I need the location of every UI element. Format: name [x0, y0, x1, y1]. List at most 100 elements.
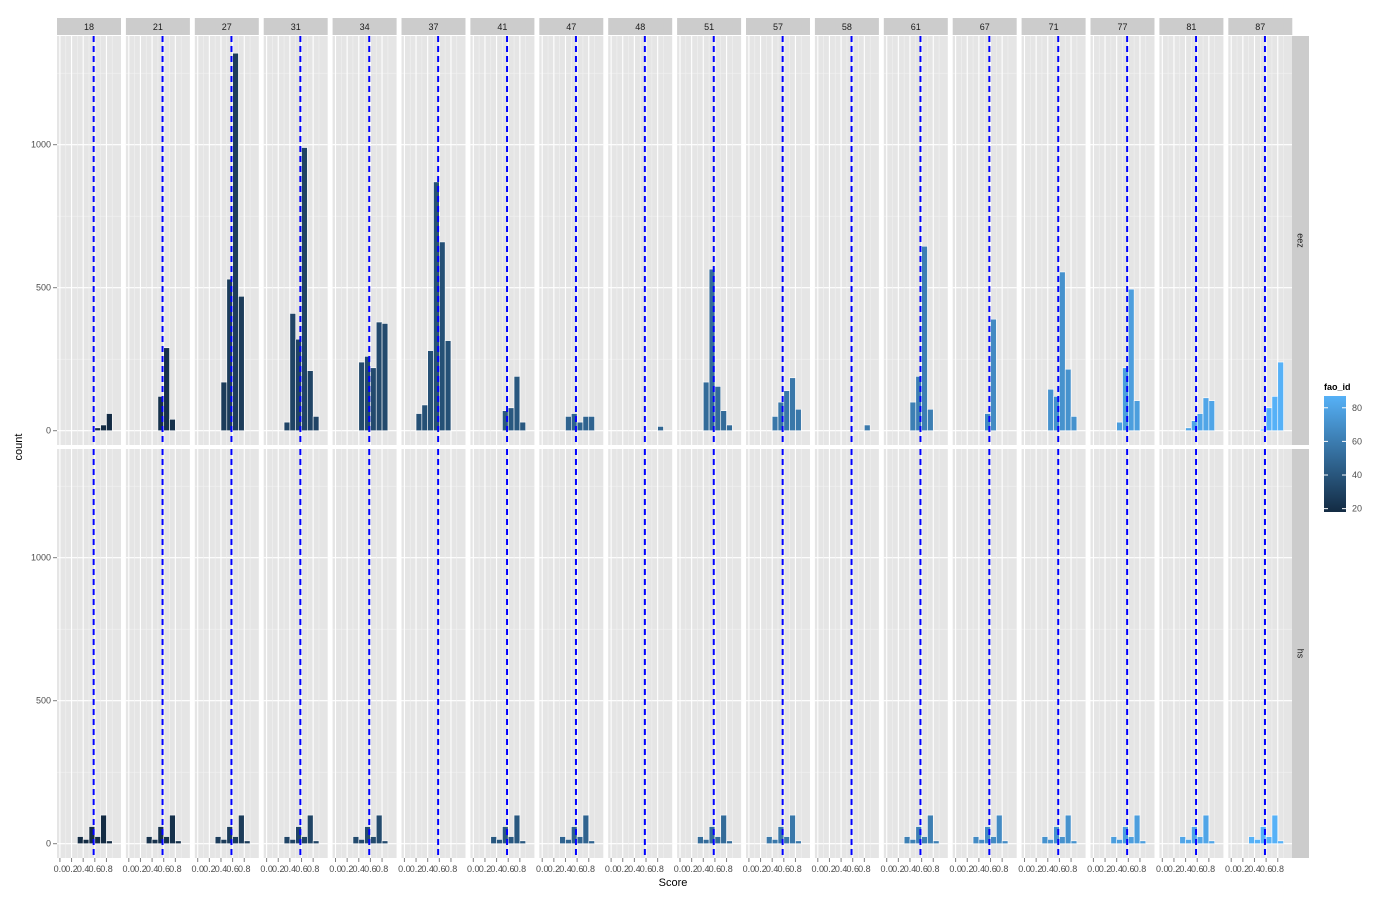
x-tick-label: 0.2 — [1099, 864, 1112, 874]
legend-tick-label: 60 — [1352, 436, 1362, 446]
x-tick-label: 0.6 — [502, 864, 515, 874]
facet-panel — [608, 449, 673, 858]
histogram-bar — [927, 814, 934, 844]
histogram-bar — [1271, 396, 1279, 431]
x-tick-label: 0.8 — [789, 864, 802, 874]
histogram-bar — [909, 401, 917, 431]
histogram-bar — [777, 826, 785, 844]
x-tick-label: 0.8 — [858, 864, 871, 874]
histogram-bar — [307, 814, 314, 844]
histogram-bar — [582, 814, 590, 844]
facet-panel — [1021, 36, 1086, 445]
histogram-bar — [100, 814, 107, 844]
strip-label: 61 — [911, 22, 921, 32]
x-tick-label: 0.0 — [605, 864, 618, 874]
x-tick-label: 0.2 — [685, 864, 698, 874]
x-tick-label: 0.4 — [559, 864, 572, 874]
histogram-bar — [582, 416, 590, 431]
x-tick-label: 0.0 — [1018, 864, 1031, 874]
x-tick-label: 0.8 — [720, 864, 733, 874]
histogram-bar — [444, 340, 452, 431]
histogram-bar — [1128, 836, 1135, 844]
histogram-bar — [984, 826, 991, 844]
histogram-bar — [720, 410, 727, 431]
facet-panel — [814, 449, 879, 858]
histogram-bar — [1208, 840, 1215, 844]
histogram-bar — [657, 426, 664, 431]
histogram-bar — [1185, 839, 1192, 844]
x-tick-label: 0.0 — [536, 864, 549, 874]
strip-background — [125, 18, 190, 35]
histogram-bar — [82, 839, 90, 844]
x-tick-label: 0.0 — [260, 864, 273, 874]
histogram-bar — [1260, 826, 1267, 844]
facet-panel — [401, 36, 466, 445]
facet-panel — [401, 449, 466, 858]
histogram-bar — [513, 376, 521, 431]
histogram-bar — [370, 367, 377, 431]
x-tick-label: 0.6 — [433, 864, 446, 874]
histogram-bar — [232, 52, 239, 431]
histogram-bar — [88, 826, 96, 844]
strip-background — [814, 18, 879, 35]
histogram-bar — [301, 836, 308, 844]
x-tick-label: 0.4 — [1248, 864, 1261, 874]
histogram-bar — [283, 421, 291, 431]
facet-panels — [57, 36, 1293, 858]
strip-label: 31 — [291, 22, 301, 32]
histogram-bar — [915, 826, 922, 844]
histogram-bar — [375, 321, 383, 431]
x-tick-label: 0.8 — [514, 864, 527, 874]
x-tick-label: 0.0 — [329, 864, 342, 874]
facet-panel — [539, 449, 604, 858]
x-tick-label: 0.6 — [364, 864, 377, 874]
histogram-bar — [864, 424, 871, 431]
histogram-bar — [996, 814, 1003, 844]
x-tick-label: 0.2 — [754, 864, 767, 874]
x-tick-label: 0.0 — [191, 864, 204, 874]
strip-background — [539, 18, 604, 35]
histogram-bar — [163, 836, 170, 844]
facet-panel — [470, 36, 535, 445]
facet-panel — [1228, 36, 1293, 445]
facet-panel — [1228, 449, 1293, 858]
histogram-bar — [415, 413, 423, 431]
x-tick-label: 0.6 — [1053, 864, 1066, 874]
facet-panel — [57, 449, 121, 858]
histogram-bar — [714, 836, 722, 844]
x-tick-label: 0.6 — [1260, 864, 1273, 874]
histogram-bar — [795, 840, 802, 844]
histogram-bar — [990, 318, 997, 431]
histogram-bar — [439, 241, 446, 431]
strip-background — [677, 18, 742, 35]
x-tick-label: 0.2 — [479, 864, 492, 874]
histogram-bar — [771, 839, 779, 844]
histogram-bar — [1047, 839, 1054, 844]
histogram-bar — [1059, 836, 1066, 844]
legend: fao_id 20 40 60 80 — [1324, 382, 1362, 514]
histogram-bar — [903, 836, 911, 844]
facet-panel — [125, 36, 190, 445]
x-tick-label: 0.8 — [582, 864, 595, 874]
histogram-bar — [94, 427, 101, 431]
histogram-bar — [502, 826, 509, 844]
x-tick-label: 0.8 — [100, 864, 113, 874]
x-tick-label: 0.0 — [1225, 864, 1238, 874]
histogram-bar — [226, 826, 233, 844]
facet-panel — [332, 449, 397, 858]
histogram-bar — [795, 408, 802, 431]
x-tick-label: 0.0 — [467, 864, 480, 874]
histogram-bar — [921, 245, 928, 431]
histogram-bar — [570, 826, 578, 844]
histogram-bar — [77, 836, 84, 844]
histogram-bar — [151, 839, 159, 844]
histogram-bar — [238, 814, 245, 844]
facet-panel — [57, 36, 121, 445]
histogram-bar — [312, 840, 320, 844]
strip-label: 48 — [635, 22, 645, 32]
x-tick-label: 0.6 — [915, 864, 928, 874]
histogram-bar — [1185, 427, 1192, 431]
histogram-bar — [1053, 826, 1060, 844]
histogram-bar — [427, 350, 434, 431]
histogram-bar — [507, 836, 515, 844]
